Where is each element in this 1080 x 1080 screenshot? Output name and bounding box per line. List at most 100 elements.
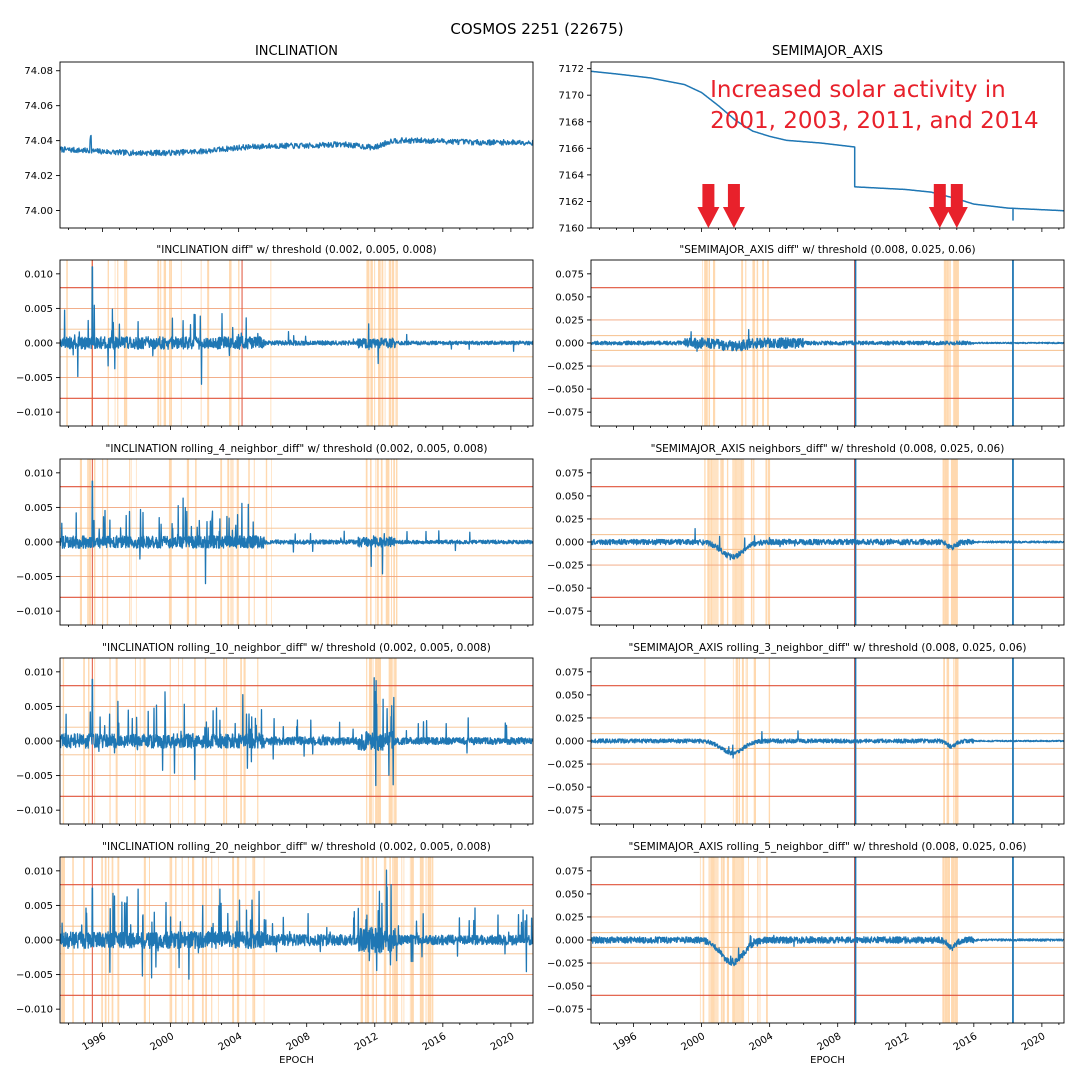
flag-band	[708, 459, 719, 625]
down-arrow-icon	[928, 184, 951, 228]
axes-frame	[59, 61, 534, 229]
subplot-title: "SEMIMAJOR_AXIS rolling_5_neighbor_diff"…	[629, 841, 1027, 853]
y-tick-label: −0.050	[547, 982, 584, 993]
y-tick-label: 0.000	[555, 737, 584, 748]
y-tick-label: −0.050	[547, 385, 584, 396]
x-axis-ticks	[599, 426, 1060, 430]
down-arrow-icon	[722, 184, 745, 228]
x-tick-label: 2008	[816, 1031, 844, 1053]
threshold-lines	[591, 685, 1064, 797]
data-series-line	[60, 266, 533, 385]
y-tick-label: 0.010	[24, 667, 53, 678]
y-tick-label: 74.04	[24, 136, 53, 147]
annotation-line-2: 2001, 2003, 2011, and 2014	[710, 108, 1039, 134]
x-tick-label: 2012	[884, 1031, 912, 1053]
y-tick-label: −0.075	[547, 806, 584, 817]
y-tick-label: 7160	[559, 224, 584, 235]
data-series-line	[591, 730, 1064, 759]
y-tick-label: 0.000	[555, 339, 584, 350]
y-tick-label: 7168	[559, 117, 584, 128]
y-tick-label: 0.050	[555, 889, 584, 900]
y-axis-ticks: −0.075 −0.050 −0.025 0.000 0.025 0.050 0.075	[547, 269, 591, 419]
subplot-inc_diff: "INCLINATION diff" w/ threshold (0.002, …	[16, 244, 534, 430]
flag-band	[732, 857, 745, 1023]
y-tick-label: 0.075	[555, 468, 584, 479]
y-tick-label: 0.050	[555, 292, 584, 303]
y-tick-label: 0.025	[555, 713, 584, 724]
y-tick-label: −0.010	[16, 607, 53, 618]
data-series-line	[60, 869, 533, 980]
subplot-title: SEMIMAJOR_AXIS	[772, 44, 883, 59]
y-tick-label: 7170	[559, 91, 584, 102]
subplot-sma_nb: "SEMIMAJOR_AXIS neighbors_diff" w/ thres…	[547, 443, 1065, 629]
data-series-line	[591, 70, 1064, 221]
y-tick-label: 7172	[559, 64, 584, 75]
x-axis-ticks	[68, 426, 529, 430]
y-tick-label: 7166	[559, 144, 584, 155]
x-axis-ticks	[599, 625, 1060, 629]
x-tick-label: 2016	[421, 1031, 449, 1053]
down-arrow-icon	[945, 184, 968, 228]
x-tick-label: 2020	[489, 1031, 517, 1053]
subplot-sma_diff: "SEMIMAJOR_AXIS diff" w/ threshold (0.00…	[547, 244, 1065, 430]
x-tick-label: 2000	[149, 1031, 177, 1053]
y-tick-label: 0.010	[24, 866, 53, 877]
subplot-title: "SEMIMAJOR_AXIS neighbors_diff" w/ thres…	[651, 443, 1005, 455]
subplot-inc_r10: "INCLINATION rolling_10_neighbor_diff" w…	[16, 642, 534, 828]
threshold-lines	[591, 287, 1064, 399]
y-axis-ticks: −0.075 −0.050 −0.025 0.000 0.025 0.050 0.075	[547, 866, 591, 1016]
y-tick-label: 0.075	[555, 667, 584, 678]
x-axis-ticks	[599, 228, 1060, 232]
subplot-sma: SEMIMAJOR_AXIS71607162716471667168717071…	[559, 44, 1065, 235]
y-tick-label: 0.000	[24, 936, 53, 947]
subplot-inc_r4: "INCLINATION rolling_4_neighbor_diff" w/…	[16, 443, 534, 629]
y-tick-label: 0.025	[555, 514, 584, 525]
subplot-inc: INCLINATION 74.00 74.02 74.04 74.06 74.08	[24, 44, 534, 232]
subplot-title: "SEMIMAJOR_AXIS diff" w/ threshold (0.00…	[679, 244, 975, 256]
y-tick-label: 0.050	[555, 491, 584, 502]
annotation-line-1: Increased solar activity in	[710, 77, 1006, 103]
subplot-sma_r5: "SEMIMAJOR_AXIS rolling_5_neighbor_diff"…	[547, 841, 1065, 1066]
x-tick-label: 2004	[748, 1031, 776, 1053]
y-tick-label: −0.050	[547, 584, 584, 595]
subplot-title: INCLINATION	[255, 44, 338, 59]
y-tick-label: −0.010	[16, 1005, 53, 1016]
x-tick-label: 1996	[611, 1031, 639, 1053]
y-tick-label: −0.010	[16, 806, 53, 817]
y-tick-label: −0.075	[547, 408, 584, 419]
data-series-line	[591, 328, 1064, 352]
flag-band	[708, 857, 719, 1023]
x-tick-label: 2008	[285, 1031, 313, 1053]
x-axis-ticks	[68, 228, 529, 232]
y-tick-label: 74.06	[24, 101, 53, 112]
y-tick-label: 0.075	[555, 269, 584, 280]
y-tick-label: 74.08	[24, 66, 53, 77]
y-tick-label: 0.050	[555, 690, 584, 701]
subplot-inc_r20: "INCLINATION rolling_20_neighbor_diff" w…	[16, 841, 534, 1066]
flag-band	[732, 459, 745, 625]
data-series-line	[60, 480, 533, 585]
subplot-title: "SEMIMAJOR_AXIS rolling_3_neighbor_diff"…	[629, 642, 1027, 654]
y-tick-label: 74.00	[24, 206, 53, 217]
threshold-lines	[591, 884, 1064, 996]
data-series-line	[591, 934, 1064, 967]
y-tick-label: −0.075	[547, 1005, 584, 1016]
y-tick-label: 0.000	[555, 936, 584, 947]
y-tick-label: −0.005	[16, 572, 53, 583]
y-axis-ticks: 74.00 74.02 74.04 74.06 74.08	[24, 66, 60, 217]
y-axis-ticks: 7160 7162 7164 7166 7168 7170 7172	[559, 64, 591, 235]
y-tick-label: 0.005	[24, 503, 53, 514]
y-tick-label: −0.005	[16, 970, 53, 981]
y-tick-label: 7162	[559, 197, 584, 208]
x-tick-label: 2004	[217, 1031, 245, 1053]
y-tick-label: 0.000	[24, 538, 53, 549]
y-tick-label: −0.025	[547, 959, 584, 970]
y-tick-label: −0.025	[547, 362, 584, 373]
subplot-title: "INCLINATION rolling_20_neighbor_diff" w…	[102, 841, 491, 853]
x-tick-label: 1996	[80, 1031, 108, 1053]
y-tick-label: 0.025	[555, 912, 584, 923]
subplot-title: "INCLINATION rolling_10_neighbor_diff" w…	[102, 642, 491, 654]
y-tick-label: 0.005	[24, 901, 53, 912]
threshold-lines	[591, 486, 1064, 598]
data-series-line	[60, 677, 533, 787]
